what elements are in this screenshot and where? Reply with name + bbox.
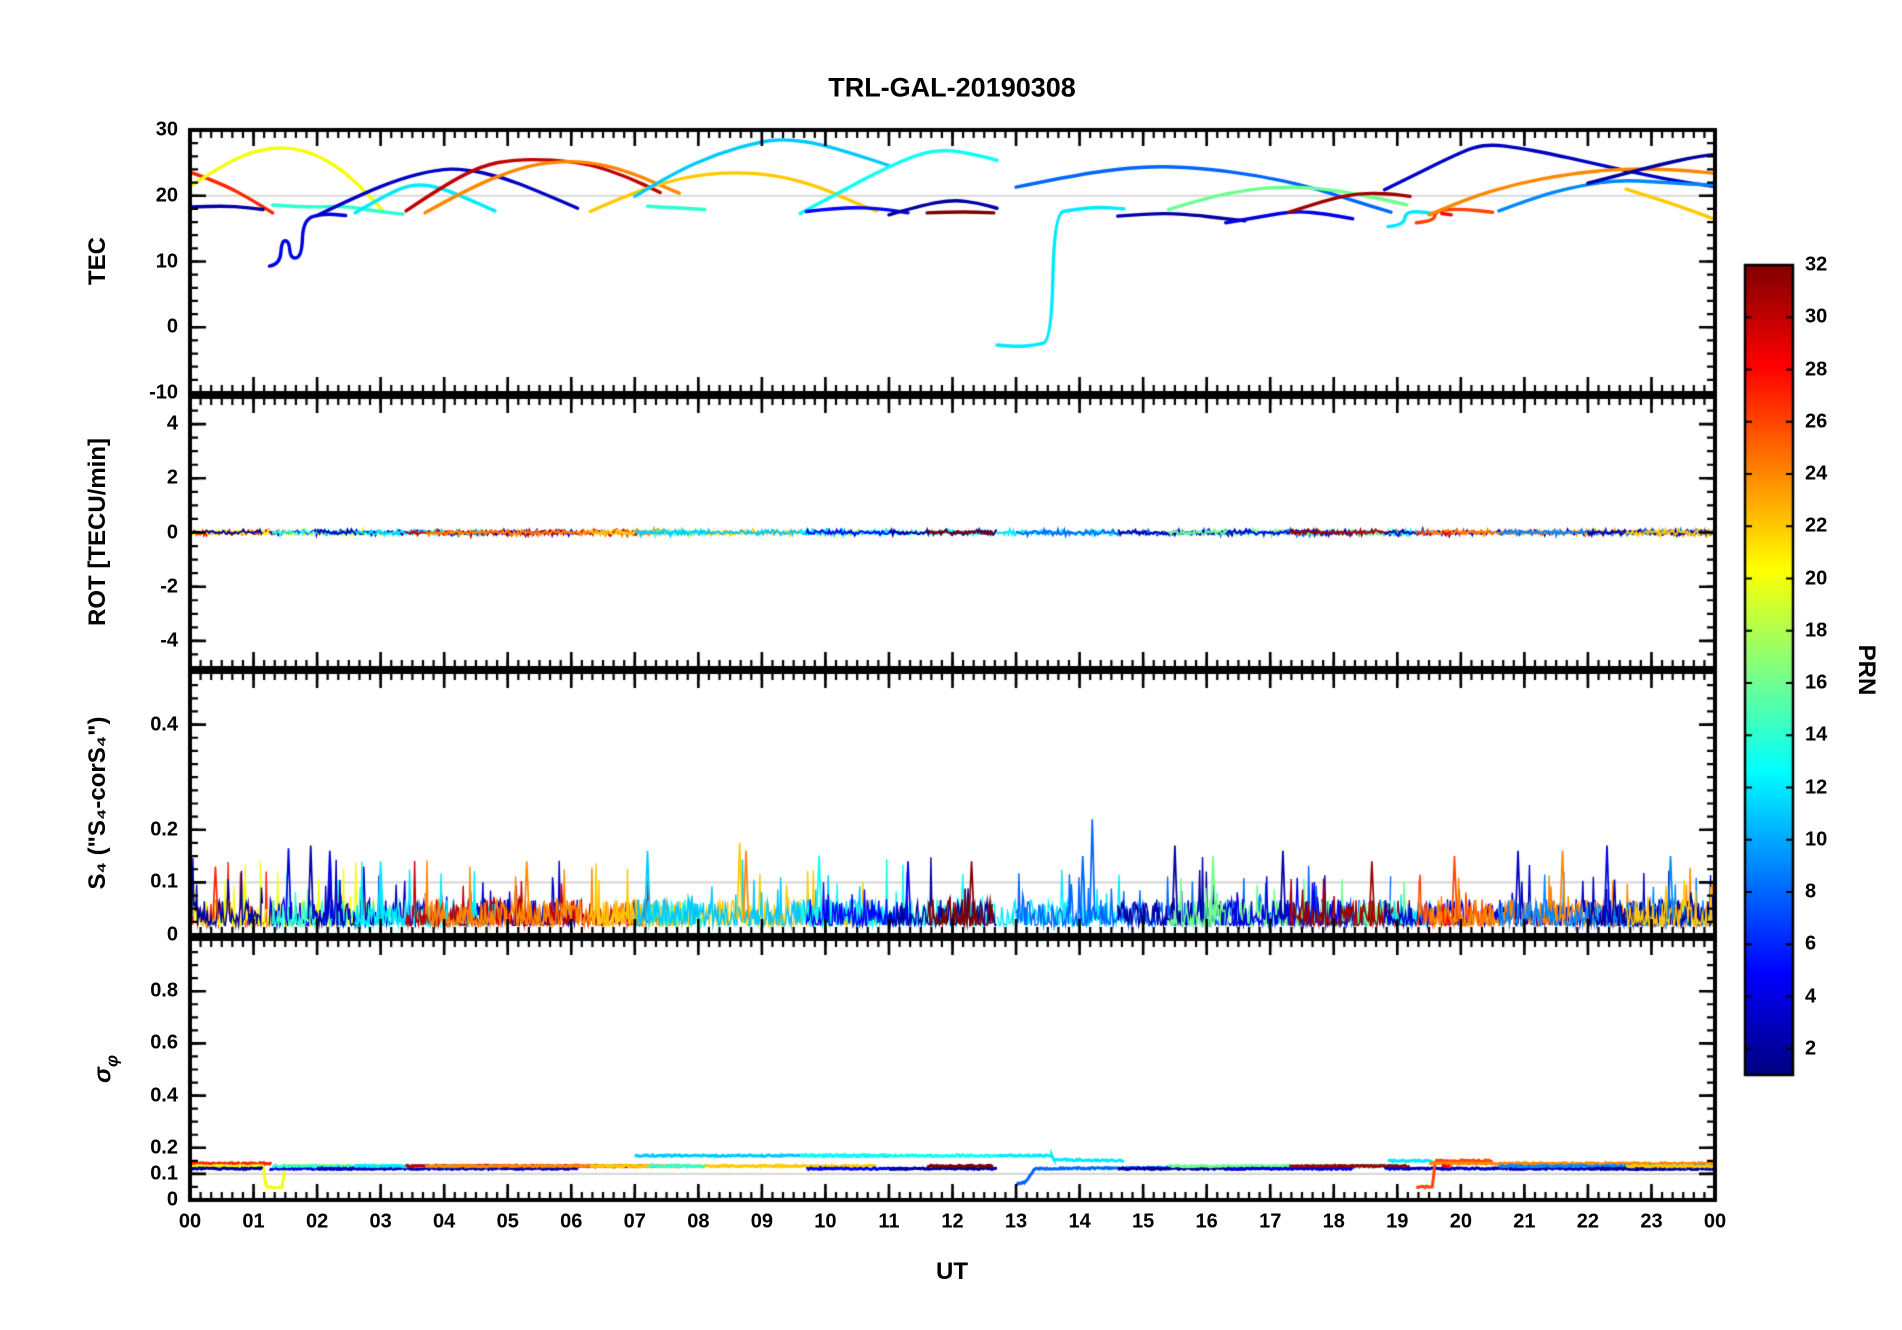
- rot-y-tick-label: -4: [160, 629, 178, 652]
- rot-axis-label: ROT [TECU/min]: [84, 438, 111, 626]
- colorbar-tick-label: 32: [1805, 253, 1828, 276]
- x-tick-label: 09: [750, 1210, 773, 1233]
- s4-y-tick-label: 0.2: [150, 818, 178, 841]
- x-tick-label: 19: [1386, 1210, 1409, 1233]
- colorbar-tick-label: 2: [1805, 1037, 1817, 1060]
- s4-y-tick-label: 0.1: [150, 870, 178, 893]
- sigma_phi-y-tick-label: 0.8: [150, 979, 178, 1002]
- colorbar-tick-label: 6: [1805, 932, 1817, 955]
- sigma_phi-y-tick-label: 0.6: [150, 1031, 178, 1054]
- tec-axis-label: TEC: [84, 237, 111, 285]
- sigma-phi-axis-label: σφ: [90, 1055, 123, 1083]
- x-tick-label: 13: [1004, 1210, 1028, 1233]
- x-tick-label: 16: [1195, 1210, 1218, 1233]
- x-tick-label: 18: [1322, 1210, 1345, 1233]
- x-tick-label: 15: [1132, 1210, 1155, 1233]
- s4-y-tick-label: 0: [166, 923, 178, 946]
- colorbar-tick-label: 8: [1805, 880, 1817, 903]
- tec-y-tick-label: 20: [155, 184, 178, 207]
- x-tick-label: 21: [1513, 1210, 1536, 1233]
- x-tick-label: 00: [178, 1210, 202, 1233]
- s4-y-tick-label: 0.4: [150, 713, 178, 736]
- x-tick-label: 00: [1703, 1210, 1727, 1233]
- x-tick-label: 02: [305, 1210, 329, 1233]
- colorbar-tick-label: 10: [1805, 828, 1828, 851]
- colorbar-tick-label: 16: [1805, 671, 1828, 694]
- colorbar-tick-label: 18: [1805, 619, 1828, 642]
- x-tick-label: 05: [496, 1210, 519, 1233]
- sigma_phi-y-tick-label: 0.1: [150, 1162, 178, 1185]
- x-tick-label: 08: [687, 1210, 710, 1233]
- tec-y-tick-label: -10: [149, 381, 178, 404]
- colorbar-tick-label: 22: [1805, 514, 1828, 537]
- colorbar-tick-label: 4: [1805, 985, 1817, 1008]
- x-tick-label: 11: [878, 1210, 900, 1233]
- colorbar-label: PRN: [1853, 644, 1880, 696]
- s4-axis-label: S₄ ("S₄-corS₄"): [84, 716, 111, 890]
- tec-y-tick-label: 0: [166, 315, 178, 338]
- x-tick-label: 17: [1259, 1210, 1282, 1233]
- x-tick-label: 06: [560, 1210, 583, 1233]
- rot-y-tick-label: -2: [160, 575, 178, 598]
- colorbar-tick-label: 12: [1805, 776, 1828, 799]
- sigma_phi-y-tick-label: 0.2: [150, 1136, 178, 1159]
- colorbar-tick-label: 30: [1805, 305, 1828, 328]
- x-axis-label: UT: [936, 1258, 968, 1285]
- tec-y-tick-label: 30: [155, 118, 178, 141]
- x-tick-label: 23: [1640, 1210, 1663, 1233]
- phi-subscript: φ: [102, 1055, 122, 1068]
- x-tick-label: 10: [814, 1210, 837, 1233]
- x-tick-label: 04: [433, 1210, 456, 1233]
- x-tick-label: 14: [1068, 1210, 1091, 1233]
- tec-y-tick-label: 10: [155, 250, 178, 272]
- sigma-symbol: σ: [89, 1067, 117, 1083]
- chart-title: TRL-GAL-20190308: [828, 72, 1076, 103]
- colorbar-tick-label: 20: [1805, 567, 1828, 590]
- sigma_phi-y-tick-label: 0: [166, 1188, 178, 1211]
- x-tick-label: 07: [623, 1210, 646, 1233]
- colorbar-tick-label: 24: [1805, 462, 1828, 485]
- x-tick-label: 20: [1449, 1210, 1472, 1233]
- x-tick-label: 01: [242, 1210, 265, 1233]
- colorbar-tick-label: 14: [1805, 723, 1828, 746]
- x-tick-label: 03: [369, 1210, 392, 1233]
- colorbar-tick-label: 28: [1805, 358, 1828, 381]
- x-tick-label: 22: [1576, 1210, 1600, 1233]
- colorbar-tick-label: 26: [1805, 410, 1828, 433]
- x-tick-label: 12: [941, 1210, 964, 1233]
- rot-y-tick-label: 0: [166, 521, 178, 543]
- sigma_phi-y-tick-label: 0.4: [150, 1084, 178, 1107]
- rot-y-tick-label: 2: [166, 466, 178, 489]
- rot-y-tick-label: 4: [166, 412, 178, 435]
